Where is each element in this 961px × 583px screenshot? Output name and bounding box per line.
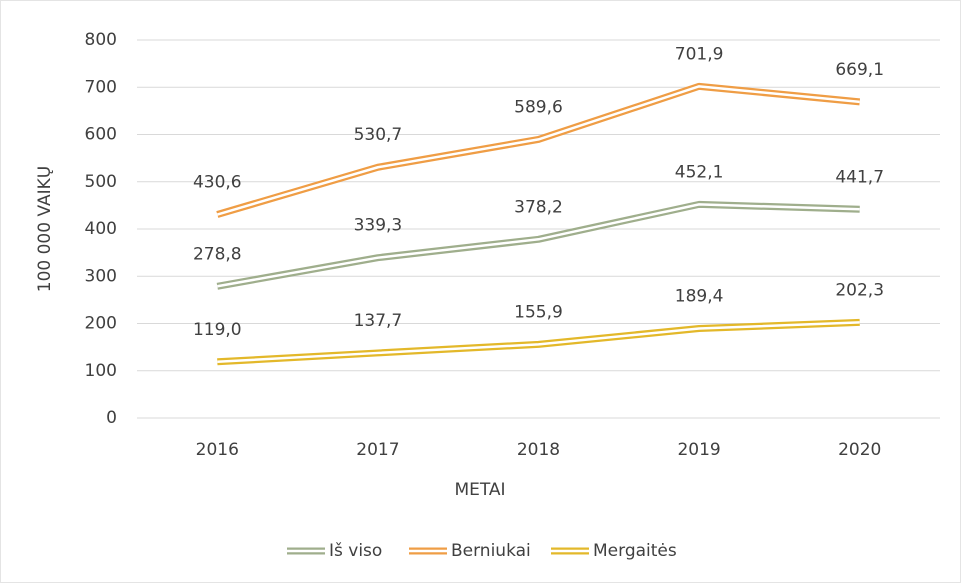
x-tick-label: 2019 — [677, 440, 720, 460]
data-label: 378,2 — [514, 197, 563, 217]
data-label: 452,1 — [675, 162, 724, 182]
series-line-inner — [217, 203, 860, 288]
y-tick-label: 500 — [85, 172, 117, 192]
data-label: 278,8 — [193, 244, 242, 264]
y-tick-label: 100 — [85, 361, 117, 381]
y-tick-label: 700 — [85, 77, 117, 97]
y-axis-label: 100 000 VAIKŲ — [35, 166, 55, 292]
legend-label: Iš viso — [329, 541, 382, 561]
data-label: 589,6 — [514, 97, 563, 117]
x-tick-label: 2017 — [356, 440, 399, 460]
y-tick-label: 400 — [85, 219, 117, 239]
x-tick-label: 2018 — [517, 440, 560, 460]
data-label: 441,7 — [835, 167, 884, 187]
series-line-inner — [217, 321, 860, 364]
x-tick-label: 2016 — [196, 440, 239, 460]
data-label: 189,4 — [675, 287, 724, 307]
data-label: 119,0 — [193, 320, 242, 340]
data-label: 530,7 — [354, 125, 403, 145]
series-line-inner — [216, 85, 860, 216]
x-axis-label: METAI — [454, 480, 505, 500]
data-label: 669,1 — [835, 60, 884, 80]
y-tick-label: 300 — [85, 266, 117, 286]
data-label: 202,3 — [835, 280, 884, 300]
data-label: 155,9 — [514, 302, 563, 322]
data-label: 137,7 — [354, 311, 403, 331]
y-tick-label: 200 — [85, 314, 117, 334]
x-tick-label: 2020 — [838, 440, 881, 460]
legend-label: Berniukai — [451, 541, 531, 561]
data-label: 430,6 — [193, 173, 242, 193]
y-tick-label: 0 — [106, 408, 117, 428]
y-tick-label: 600 — [85, 125, 117, 145]
legend-label: Mergaitės — [593, 541, 677, 561]
data-label: 701,9 — [675, 44, 724, 64]
data-label: 339,3 — [354, 216, 403, 236]
y-tick-label: 800 — [85, 30, 117, 50]
